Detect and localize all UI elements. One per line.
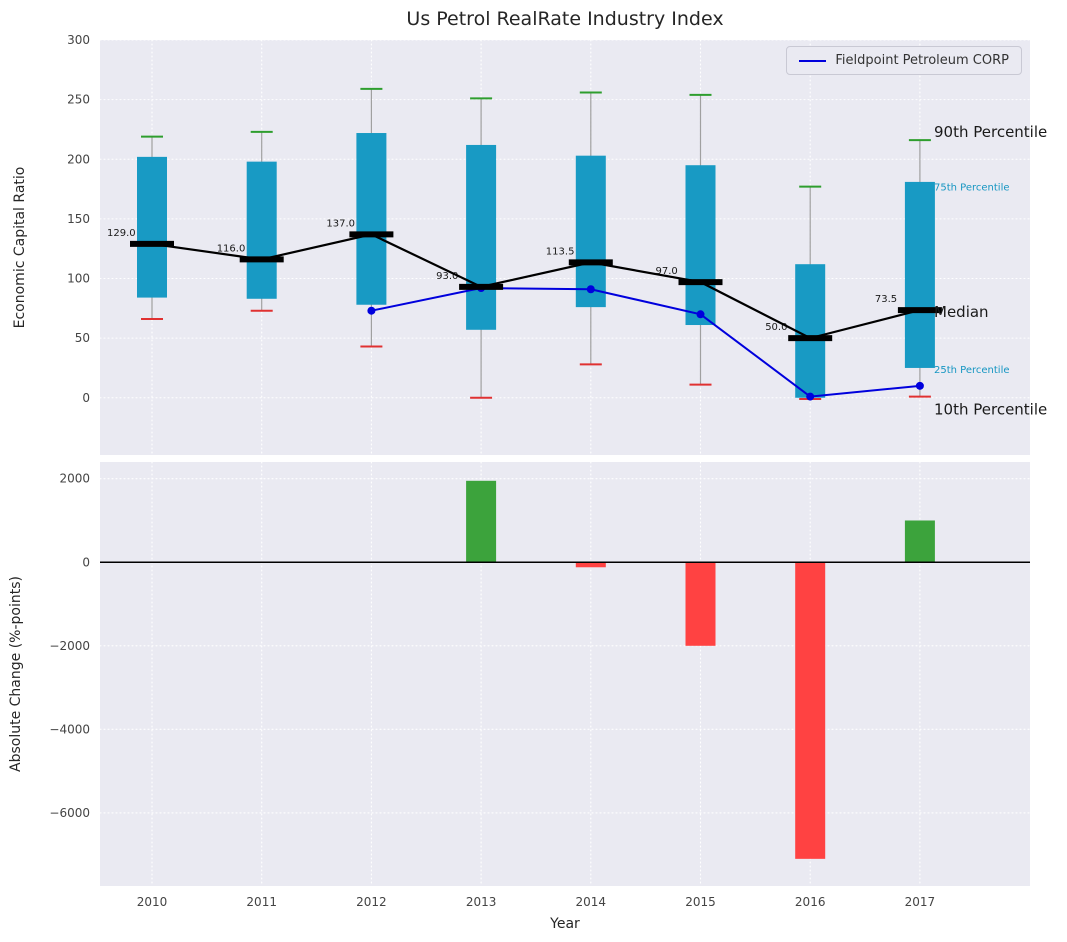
bottom-ytick-1: 0 <box>82 555 90 569</box>
top-ylabel: Economic Capital Ratio <box>12 167 28 329</box>
median-trend-line <box>151 233 921 340</box>
fieldpoint-point-2017 <box>915 381 924 390</box>
annotation-4: 10th Percentile <box>934 401 1047 419</box>
top-ytick-3: 150 <box>67 212 90 226</box>
xlabel: Year <box>549 916 580 932</box>
box-2010 <box>137 156 167 298</box>
xtick-2012: 2012 <box>356 895 387 909</box>
top-ytick-0: 0 <box>82 391 90 405</box>
top-ytick-2: 100 <box>67 272 90 286</box>
median-label-2015: 97.0 <box>656 266 678 277</box>
median-label-2012: 137.0 <box>326 218 355 229</box>
xtick-2010: 2010 <box>137 895 168 909</box>
box-2015 <box>685 165 716 326</box>
median-label-2011: 116.0 <box>217 243 246 254</box>
bar-2015 <box>685 562 716 646</box>
legend-line-icon <box>799 59 827 62</box>
fieldpoint-point-2015 <box>696 310 705 319</box>
fieldpoint-point-2016 <box>806 392 815 401</box>
fieldpoint-point-2012 <box>367 306 376 315</box>
bar-2016 <box>795 562 826 859</box>
xtick-2015: 2015 <box>685 895 716 909</box>
bottom-panel <box>100 462 1030 886</box>
bar-2017 <box>904 520 935 563</box>
median-label-2013: 93.0 <box>436 271 458 282</box>
xtick-2017: 2017 <box>905 895 936 909</box>
box-2016 <box>795 264 826 398</box>
median-label-2016: 50.0 <box>765 322 787 333</box>
top-ytick-4: 200 <box>67 152 90 166</box>
chart-title: Us Petrol RealRate Industry Index <box>406 8 724 30</box>
bottom-ytick-3: −4000 <box>49 722 90 736</box>
median-label-2014: 113.5 <box>546 246 575 257</box>
top-ytick-1: 50 <box>75 331 90 345</box>
top-ytick-6: 300 <box>67 33 90 47</box>
xtick-2013: 2013 <box>466 895 497 909</box>
xtick-2014: 2014 <box>576 895 607 909</box>
bottom-ylabel: Absolute Change (%-points) <box>8 576 24 772</box>
bar-2013 <box>466 480 497 563</box>
annotation-0: 90th Percentile <box>934 123 1047 141</box>
legend-label: Fieldpoint Petroleum CORP <box>835 53 1009 68</box>
fieldpoint-line <box>371 287 920 398</box>
box-2014 <box>575 155 606 308</box>
box-2011 <box>246 161 277 299</box>
xtick-2016: 2016 <box>795 895 826 909</box>
top-ytick-5: 250 <box>67 93 90 107</box>
box-2017 <box>904 181 935 368</box>
annotation-1: 75th Percentile <box>934 182 1010 193</box>
box-2012 <box>356 133 387 305</box>
bottom-ytick-4: −6000 <box>49 806 90 820</box>
fieldpoint-point-2014 <box>586 285 595 294</box>
median-label-2010: 129.0 <box>107 228 136 239</box>
legend: Fieldpoint Petroleum CORP <box>786 46 1022 75</box>
annotation-3: 25th Percentile <box>934 365 1010 376</box>
box-2013 <box>466 144 497 330</box>
xtick-2011: 2011 <box>246 895 277 909</box>
bottom-ytick-2: −2000 <box>49 639 90 653</box>
bar-2014 <box>575 562 606 568</box>
annotation-2: Median <box>934 303 989 321</box>
median-label-2017: 73.5 <box>875 294 897 305</box>
bottom-ytick-0: 2000 <box>59 472 90 486</box>
